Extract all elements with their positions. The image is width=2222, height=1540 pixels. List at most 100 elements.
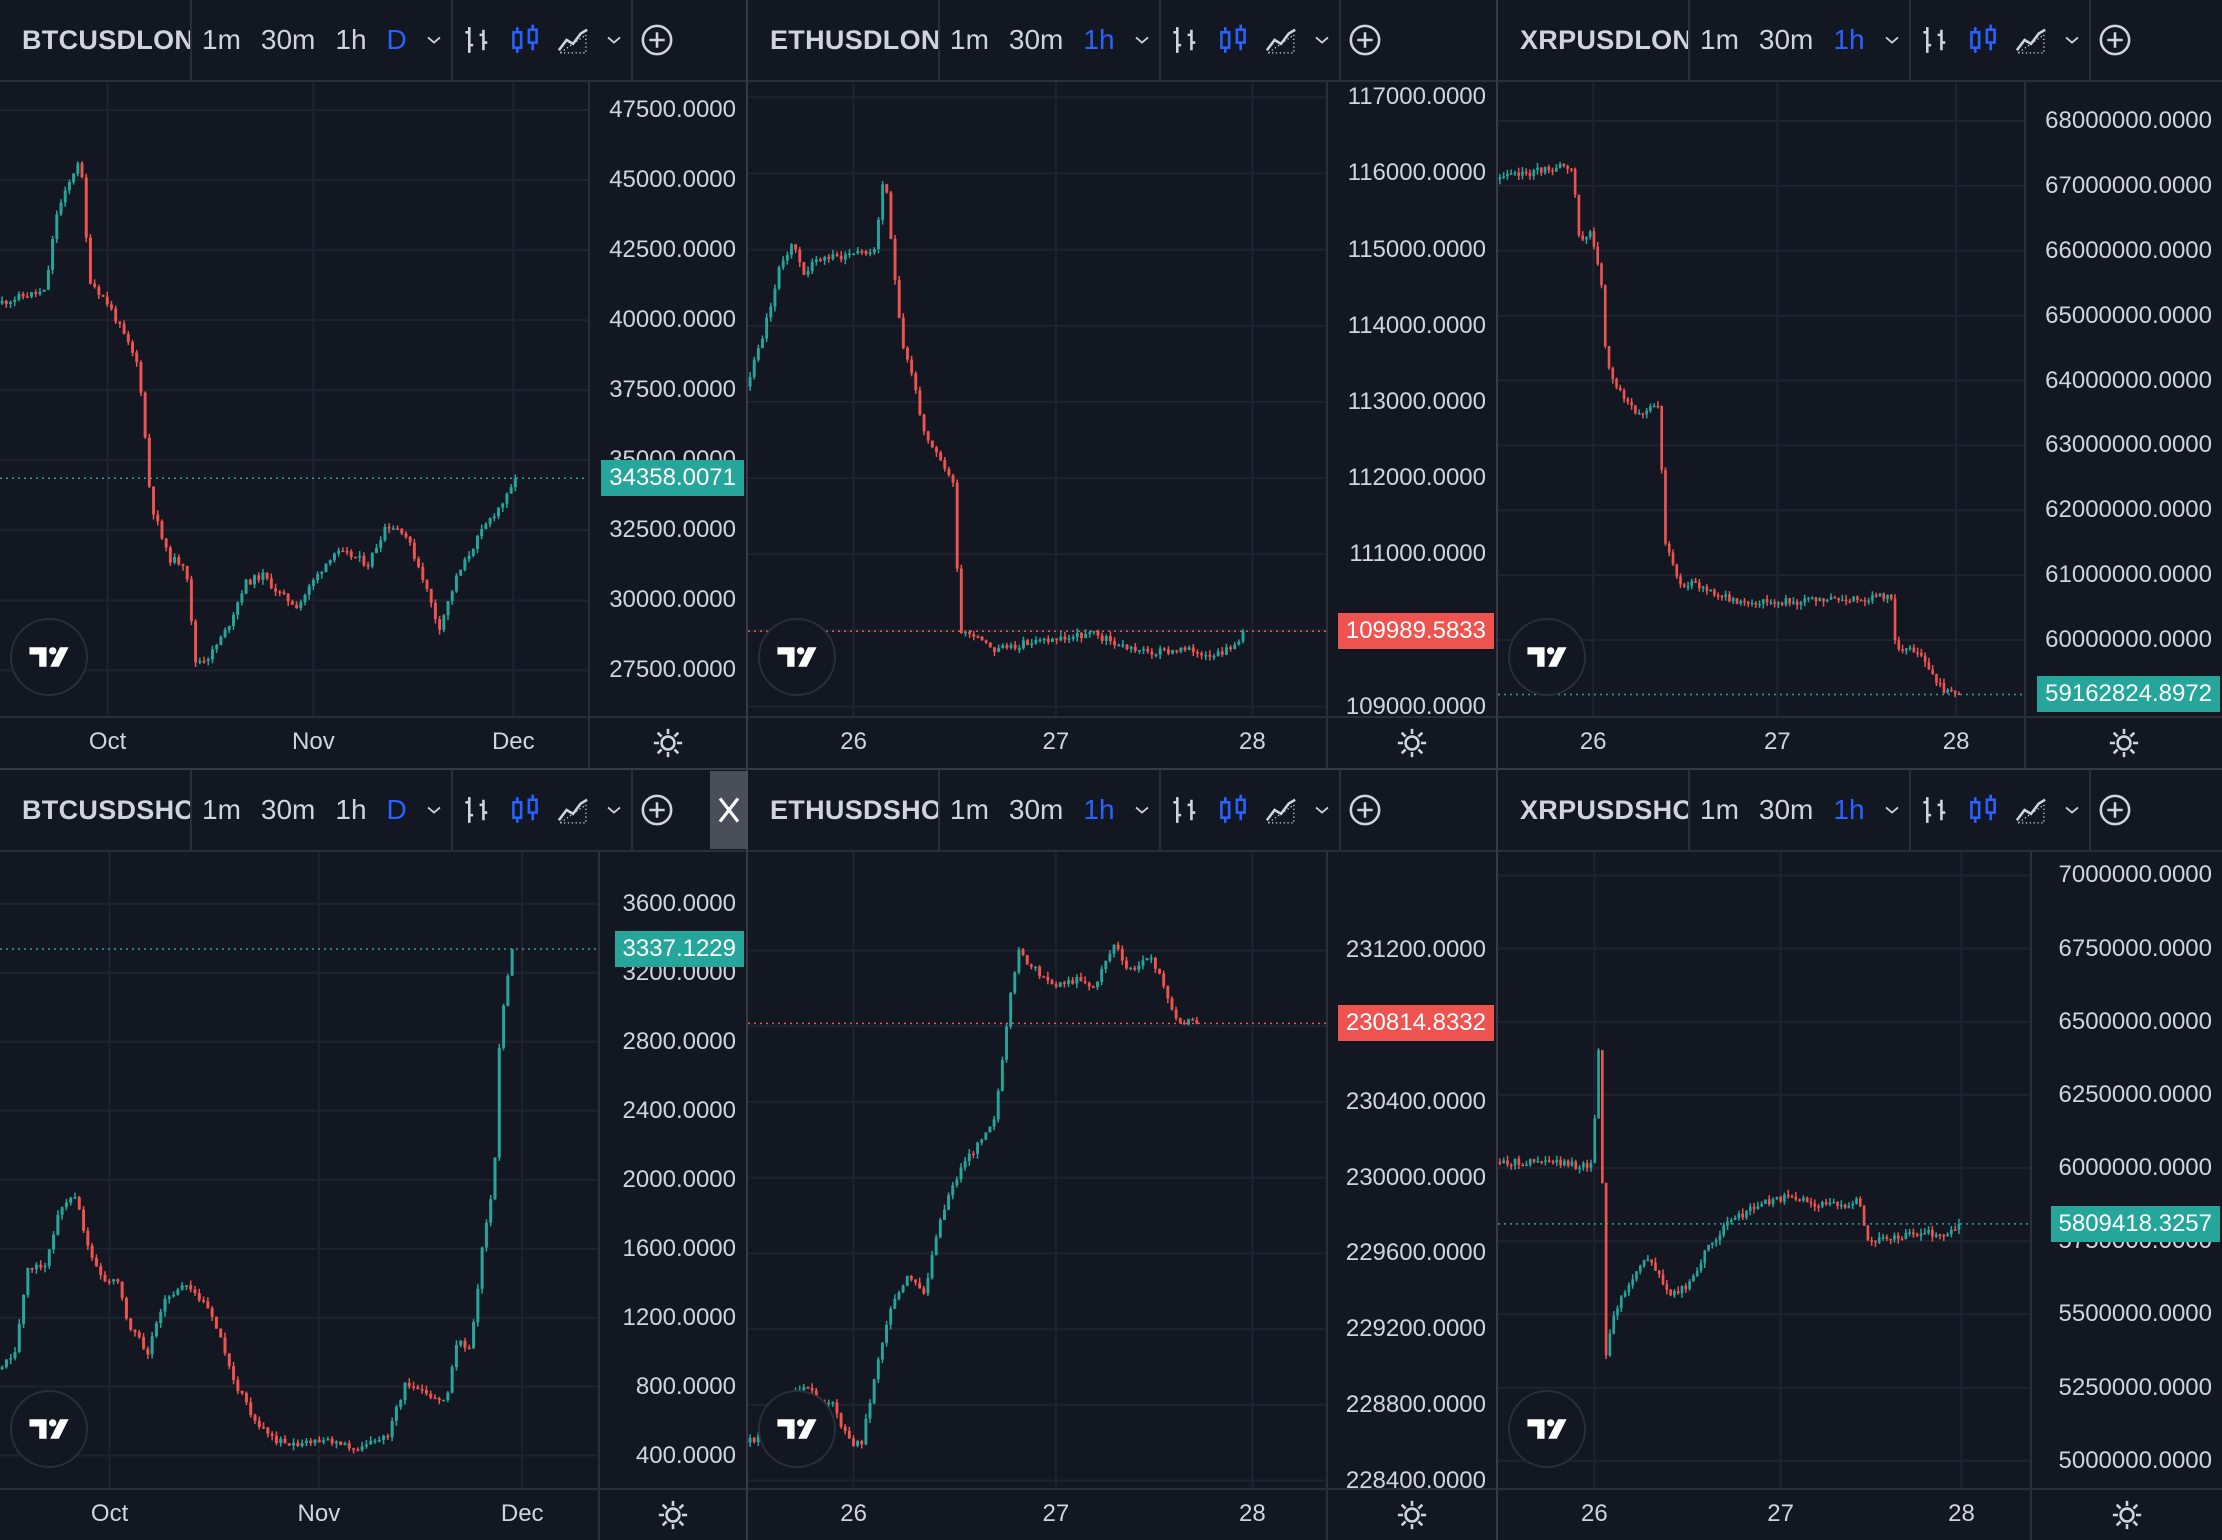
interval-dropdown-chevron-icon[interactable] — [1875, 770, 1909, 850]
time-axis[interactable]: 26 27 28 — [1498, 716, 2024, 768]
candle-body — [1953, 1229, 1957, 1231]
chart-settings-gear-icon[interactable] — [1326, 1488, 1496, 1540]
interval-d-button[interactable]: D — [386, 24, 407, 55]
interval-dropdown-chevron-icon[interactable] — [1125, 0, 1159, 80]
chart-style-dropdown-chevron-icon[interactable] — [597, 0, 631, 80]
candle-body — [1577, 194, 1581, 236]
area-chart-style-icon[interactable] — [1257, 770, 1305, 850]
candle-body — [509, 487, 513, 494]
tradingview-logo-icon[interactable] — [10, 1390, 88, 1468]
interval-30m-button[interactable]: 30m — [260, 24, 316, 55]
candle-body — [901, 1285, 905, 1293]
interval-1h-button[interactable]: 1h — [1083, 24, 1115, 55]
time-axis[interactable]: Oct Nov Dec — [0, 1488, 598, 1540]
interval-dropdown-chevron-icon[interactable] — [1875, 0, 1909, 80]
interval-1h-button[interactable]: 1h — [1083, 794, 1115, 825]
bar-chart-style-icon[interactable] — [1161, 770, 1209, 850]
interval-d-button[interactable]: D — [386, 794, 407, 825]
time-axis[interactable]: Oct Nov Dec — [0, 716, 588, 768]
interval-1h-button[interactable]: 1h — [1833, 794, 1865, 825]
candle-body — [1087, 982, 1091, 987]
chart-style-dropdown-chevron-icon[interactable] — [597, 770, 631, 850]
chart-settings-gear-icon[interactable] — [1326, 716, 1496, 768]
candle-chart-style-icon[interactable] — [1209, 0, 1257, 80]
time-axis[interactable]: 26 27 28 — [748, 716, 1326, 768]
interval-dropdown-chevron-icon[interactable] — [1125, 770, 1159, 850]
interval-1m-button[interactable]: 1m — [950, 794, 989, 825]
candle-body — [1874, 1240, 1877, 1243]
tradingview-logo-icon[interactable] — [1508, 1390, 1586, 1468]
tradingview-logo-icon[interactable] — [10, 618, 88, 696]
interval-30m-button[interactable]: 30m — [1008, 24, 1064, 55]
candle-body — [126, 333, 130, 343]
close-panel-icon[interactable] — [710, 771, 748, 849]
interval-30m-button[interactable]: 30m — [1758, 794, 1814, 825]
chart-style-dropdown-chevron-icon[interactable] — [1305, 770, 1339, 850]
compare-plus-icon[interactable] — [633, 0, 681, 80]
interval-1h-button[interactable]: 1h — [335, 794, 367, 825]
symbol-name[interactable]: XRPUSDSHORT — [1520, 794, 1688, 825]
chart-style-dropdown-chevron-icon[interactable] — [2055, 0, 2089, 80]
candle-chart-style-icon[interactable] — [1209, 770, 1257, 850]
compare-plus-icon[interactable] — [1341, 770, 1389, 850]
interval-dropdown-chevron-icon[interactable] — [417, 770, 451, 850]
price-axis[interactable]: 3600.0000 3200.0000 2800.0000 2400.0000 2000… — [598, 852, 746, 1490]
compare-plus-icon[interactable] — [2091, 770, 2139, 850]
interval-1h-button[interactable]: 1h — [335, 24, 367, 55]
interval-1h-button[interactable]: 1h — [1833, 24, 1865, 55]
chart-settings-gear-icon[interactable] — [2030, 1488, 2222, 1540]
tradingview-logo-icon[interactable] — [1508, 618, 1586, 696]
interval-1m-button[interactable]: 1m — [1700, 794, 1739, 825]
interval-30m-button[interactable]: 30m — [260, 794, 316, 825]
interval-1m-button[interactable]: 1m — [1700, 24, 1739, 55]
tradingview-logo-icon[interactable] — [758, 618, 836, 696]
candle-chart-style-icon[interactable] — [1959, 0, 2007, 80]
chart-settings-gear-icon[interactable] — [588, 716, 746, 768]
interval-1m-button[interactable]: 1m — [950, 24, 989, 55]
interval-1m-button[interactable]: 1m — [202, 24, 241, 55]
chart-settings-gear-icon[interactable] — [2024, 716, 2222, 768]
interval-1m-button[interactable]: 1m — [202, 794, 241, 825]
price-axis[interactable]: 68000000.0000 67000000.0000 66000000.0000 6… — [2024, 82, 2222, 718]
interval-dropdown-chevron-icon[interactable] — [417, 0, 451, 80]
price-axis[interactable]: 47500.0000 45000.0000 42500.0000 40000.0000… — [588, 82, 746, 718]
symbol-name[interactable]: XRPUSDLONG — [1520, 24, 1688, 55]
symbol-name[interactable]: ETHUSDSHORT — [770, 794, 938, 825]
area-chart-style-icon[interactable] — [1257, 0, 1305, 80]
price-axis[interactable]: 7000000.0000 6750000.0000 6500000.0000 6250… — [2030, 852, 2222, 1490]
interval-30m-button[interactable]: 30m — [1008, 794, 1064, 825]
candle-chart-style-icon[interactable] — [501, 0, 549, 80]
price-axis[interactable]: 117000.0000 116000.0000 115000.0000 114000.… — [1326, 82, 1496, 720]
bar-chart-style-icon[interactable] — [1161, 0, 1209, 80]
area-chart-style-icon[interactable] — [549, 770, 597, 850]
candle-body — [1680, 1286, 1684, 1294]
candle-chart-style-icon[interactable] — [1959, 770, 2007, 850]
bar-chart-style-icon[interactable] — [1911, 770, 1959, 850]
symbol-name[interactable]: BTCUSDLONG — [22, 24, 190, 55]
compare-plus-icon[interactable] — [1341, 0, 1389, 80]
bar-chart-style-icon[interactable] — [453, 770, 501, 850]
time-axis[interactable]: 26 27 28 — [748, 1488, 1326, 1540]
tradingview-logo-icon[interactable] — [758, 1390, 836, 1468]
compare-plus-icon[interactable] — [2091, 0, 2139, 80]
bar-chart-style-icon[interactable] — [453, 0, 501, 80]
chart-style-dropdown-chevron-icon[interactable] — [2055, 770, 2089, 850]
candle-body — [1874, 594, 1878, 597]
candle-body — [852, 1438, 855, 1446]
area-chart-style-icon[interactable] — [549, 0, 597, 80]
chart-settings-gear-icon[interactable] — [598, 1488, 746, 1540]
candle-chart-style-icon[interactable] — [501, 770, 549, 850]
price-axis[interactable]: 231200.0000230800.0000230400.0000230000.… — [1326, 852, 1496, 1494]
candle-body — [1208, 655, 1212, 657]
compare-plus-icon[interactable] — [633, 770, 681, 850]
interval-30m-button[interactable]: 30m — [1758, 24, 1814, 55]
symbol-name[interactable]: ETHUSDLONG — [770, 24, 938, 55]
symbol-name[interactable]: BTCUSDSHORT — [22, 794, 190, 825]
bar-chart-style-icon[interactable] — [1911, 0, 1959, 80]
time-axis[interactable]: 26 27 28 — [1498, 1488, 2030, 1540]
area-chart-style-icon[interactable] — [2007, 770, 2055, 850]
candle-body — [1054, 984, 1058, 987]
candle-body — [463, 559, 467, 570]
chart-style-dropdown-chevron-icon[interactable] — [1305, 0, 1339, 80]
area-chart-style-icon[interactable] — [2007, 0, 2055, 80]
